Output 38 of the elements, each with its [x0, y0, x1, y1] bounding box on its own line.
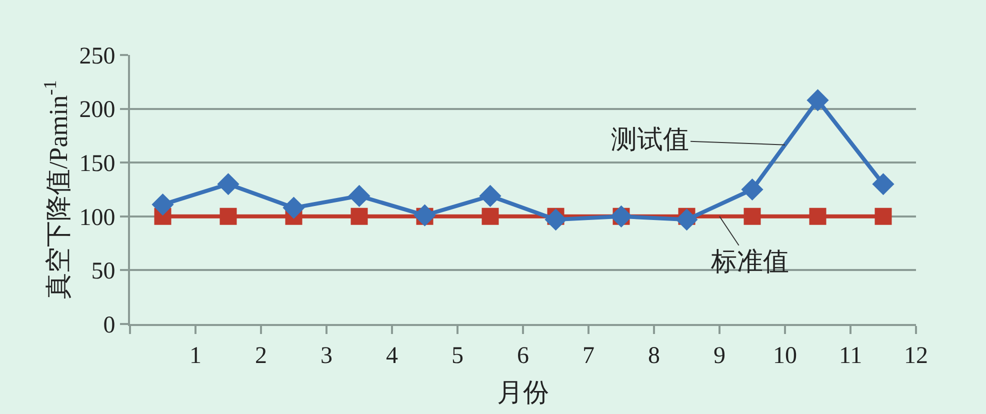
y-tick-label: 200	[79, 97, 116, 124]
point	[350, 208, 368, 225]
x-tick-label: 6	[517, 342, 529, 369]
x-tick-label: 5	[452, 342, 464, 369]
point	[282, 196, 305, 219]
point	[744, 208, 761, 225]
point	[220, 208, 237, 225]
point	[676, 208, 698, 231]
point	[806, 89, 829, 112]
y-tick-label: 100	[79, 204, 116, 231]
x-tick-label: 1	[190, 342, 202, 369]
x-tick-label: 3	[320, 342, 332, 369]
x-tick-label: 2	[255, 342, 267, 369]
y-tick-label: 150	[79, 151, 116, 177]
x-tick-label: 10	[773, 342, 797, 369]
point	[874, 208, 892, 225]
x-tick-label: 8	[648, 342, 660, 369]
point	[741, 178, 764, 201]
text: 测试值	[611, 125, 689, 154]
point	[479, 184, 502, 208]
x-tick-label: 12	[904, 342, 928, 369]
x-tick-label: 9	[714, 342, 726, 369]
point	[414, 204, 436, 226]
series-label: 标准值	[710, 247, 789, 276]
x-tick-label: 7	[582, 342, 594, 369]
y-tick-label: 250	[79, 43, 116, 70]
point	[872, 173, 894, 196]
x-tick-label: 4	[386, 342, 398, 369]
y-tick-label: 0	[103, 312, 116, 338]
point	[152, 194, 174, 216]
y-tick-label: 50	[91, 258, 116, 285]
x-axis-title: 月份	[497, 378, 549, 407]
point	[348, 184, 370, 208]
point	[217, 173, 240, 196]
point	[809, 208, 826, 225]
point	[544, 208, 567, 231]
x-tick-label: 11	[838, 342, 862, 369]
point	[482, 208, 499, 225]
